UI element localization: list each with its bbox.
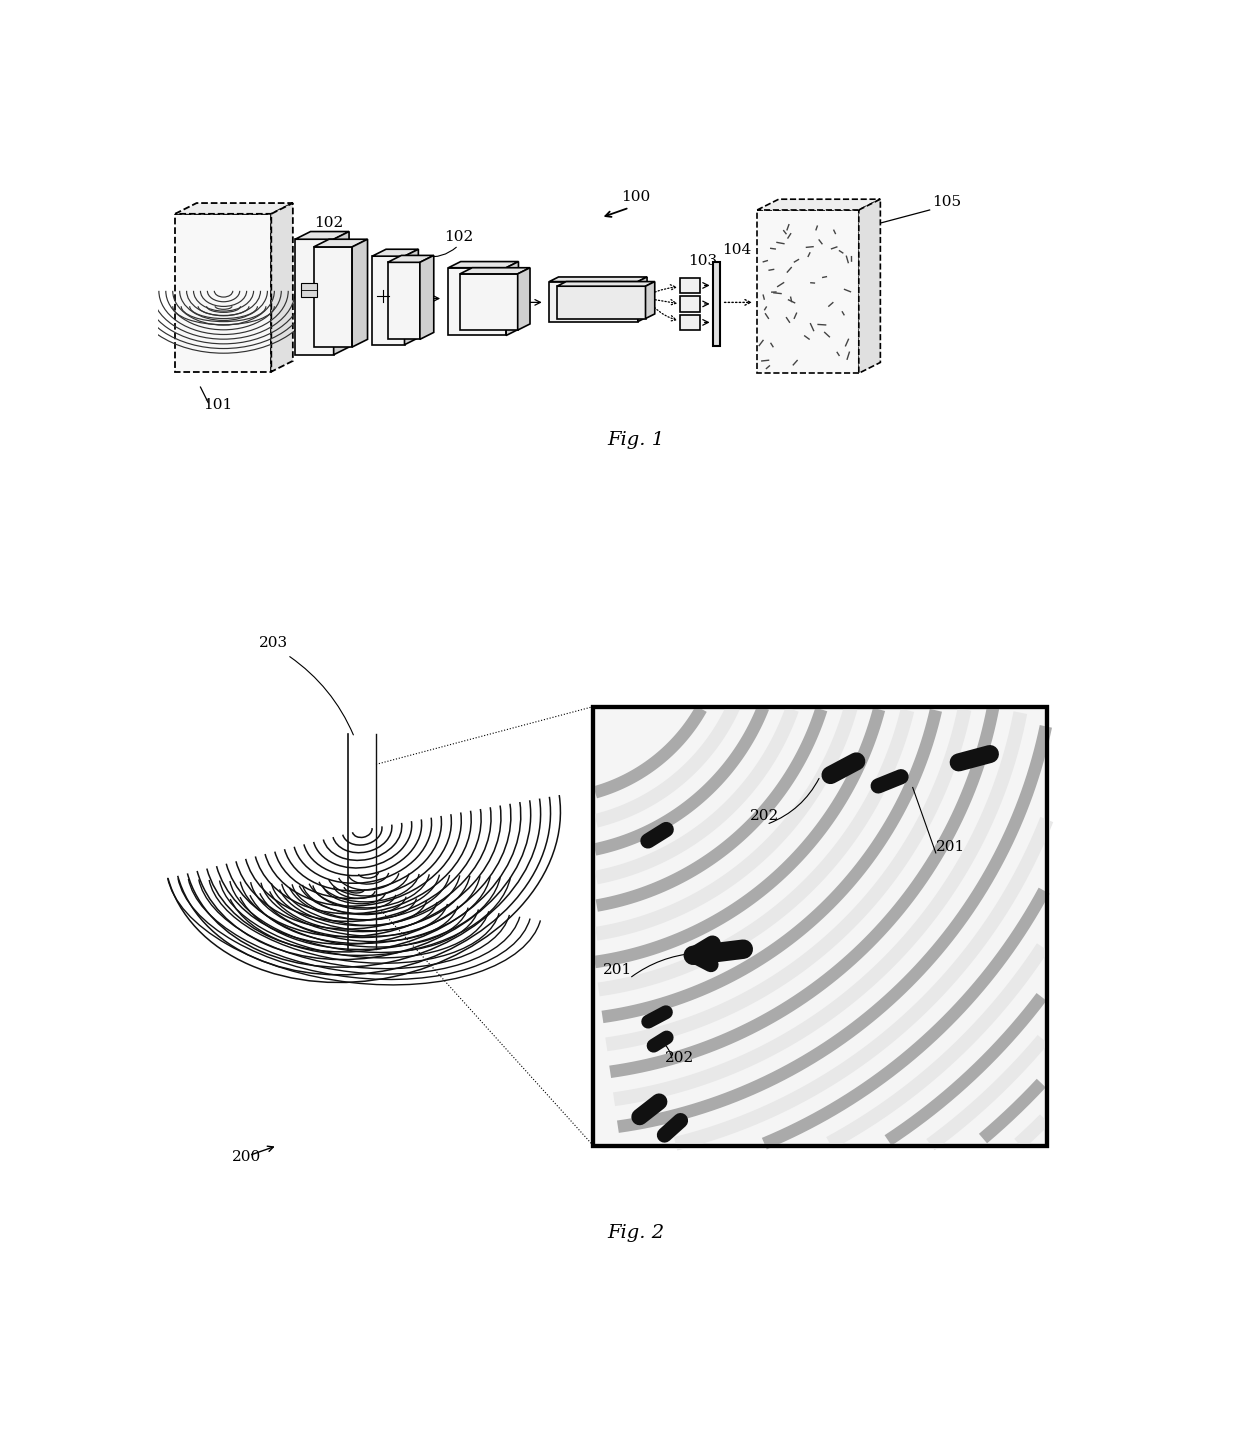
Polygon shape	[404, 249, 418, 344]
Text: 201: 201	[603, 963, 632, 977]
Polygon shape	[460, 274, 517, 330]
Polygon shape	[272, 203, 293, 372]
Polygon shape	[859, 199, 880, 373]
Polygon shape	[175, 214, 272, 372]
Text: 203: 203	[259, 636, 288, 650]
Text: 200: 200	[232, 1150, 262, 1165]
Polygon shape	[646, 282, 655, 319]
Polygon shape	[372, 256, 404, 344]
Text: 202: 202	[665, 1052, 694, 1066]
Polygon shape	[758, 199, 880, 210]
Text: 104: 104	[722, 243, 751, 257]
Bar	[681, 296, 701, 312]
Text: 102: 102	[444, 230, 472, 244]
Polygon shape	[175, 203, 293, 214]
Polygon shape	[557, 282, 655, 286]
Bar	[713, 263, 720, 346]
Text: Fig. 2: Fig. 2	[606, 1223, 665, 1242]
Polygon shape	[295, 231, 350, 239]
Polygon shape	[758, 210, 859, 373]
Bar	[681, 277, 701, 293]
Polygon shape	[506, 262, 518, 336]
Bar	[593, 706, 1048, 1146]
Polygon shape	[314, 239, 367, 247]
Bar	[593, 706, 1048, 1146]
Text: 202: 202	[749, 809, 779, 823]
Polygon shape	[388, 256, 434, 263]
Text: 100: 100	[621, 190, 650, 204]
Text: 103: 103	[688, 254, 717, 269]
Polygon shape	[549, 277, 647, 282]
Polygon shape	[549, 282, 637, 322]
Polygon shape	[460, 267, 529, 274]
Text: 101: 101	[203, 397, 233, 412]
Polygon shape	[449, 267, 506, 336]
Polygon shape	[517, 267, 529, 330]
Text: 201: 201	[936, 840, 965, 853]
Polygon shape	[557, 286, 646, 319]
Text: Fig. 1: Fig. 1	[606, 430, 665, 449]
Polygon shape	[388, 263, 420, 339]
Polygon shape	[295, 239, 334, 354]
Polygon shape	[372, 249, 418, 256]
Polygon shape	[352, 239, 367, 347]
Polygon shape	[334, 231, 350, 354]
Text: 102: 102	[315, 216, 343, 230]
Polygon shape	[314, 247, 352, 347]
Polygon shape	[449, 262, 518, 267]
Bar	[681, 314, 701, 330]
Text: 105: 105	[932, 196, 961, 209]
Polygon shape	[420, 256, 434, 339]
Bar	[300, 283, 317, 297]
Polygon shape	[637, 277, 647, 322]
